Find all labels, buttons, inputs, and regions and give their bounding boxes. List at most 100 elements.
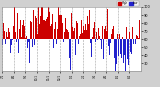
Bar: [129, 32, 130, 39]
Bar: [5, 39, 6, 44]
Bar: [78, 39, 79, 44]
Bar: [74, 28, 75, 39]
Bar: [79, 36, 80, 39]
Bar: [91, 39, 92, 57]
Bar: [10, 37, 11, 39]
Bar: [102, 26, 103, 39]
Bar: [70, 39, 71, 70]
Bar: [116, 39, 117, 64]
Bar: [45, 21, 46, 39]
Bar: [107, 9, 108, 39]
Bar: [22, 25, 23, 39]
Bar: [103, 39, 104, 59]
Bar: [47, 17, 48, 39]
Bar: [82, 33, 83, 39]
Bar: [29, 39, 30, 63]
Bar: [67, 30, 68, 39]
Bar: [44, 29, 45, 39]
Bar: [39, 24, 40, 39]
Bar: [87, 16, 88, 39]
Bar: [7, 35, 8, 39]
Bar: [120, 39, 121, 54]
Bar: [110, 39, 111, 43]
Bar: [89, 10, 90, 39]
Bar: [48, 7, 49, 39]
Bar: [12, 39, 13, 40]
Bar: [33, 11, 34, 39]
Bar: [119, 34, 120, 39]
Bar: [122, 37, 123, 39]
Bar: [114, 39, 115, 58]
Bar: [21, 37, 22, 39]
Bar: [13, 39, 14, 47]
Bar: [60, 15, 61, 39]
Bar: [112, 29, 113, 39]
Bar: [15, 32, 16, 39]
Bar: [25, 38, 26, 39]
Bar: [64, 32, 65, 39]
Bar: [51, 24, 52, 39]
Bar: [72, 39, 73, 43]
Bar: [26, 35, 27, 39]
Bar: [88, 24, 89, 39]
Bar: [128, 22, 129, 39]
Bar: [8, 28, 9, 39]
Bar: [18, 39, 19, 53]
Bar: [75, 39, 76, 55]
Bar: [113, 26, 114, 39]
Bar: [6, 32, 7, 39]
Bar: [132, 27, 133, 39]
Bar: [137, 36, 138, 39]
Bar: [111, 39, 112, 69]
Bar: [99, 36, 100, 39]
Bar: [73, 31, 74, 39]
Bar: [124, 39, 125, 55]
Bar: [98, 28, 99, 39]
Bar: [96, 32, 97, 39]
Bar: [17, 13, 18, 39]
Bar: [46, 19, 47, 39]
Bar: [63, 33, 64, 39]
Bar: [4, 31, 5, 39]
Bar: [54, 29, 55, 39]
Bar: [42, 7, 43, 39]
Bar: [76, 21, 77, 39]
Bar: [3, 23, 4, 39]
Legend: High, Low: High, Low: [117, 1, 139, 6]
Bar: [55, 22, 56, 39]
Bar: [28, 39, 29, 42]
Bar: [41, 7, 42, 39]
Bar: [90, 39, 91, 43]
Bar: [80, 34, 81, 39]
Bar: [2, 39, 3, 45]
Bar: [35, 33, 36, 39]
Bar: [130, 39, 131, 52]
Bar: [52, 13, 53, 39]
Bar: [16, 39, 17, 69]
Bar: [77, 23, 78, 39]
Bar: [34, 39, 35, 45]
Bar: [57, 29, 58, 39]
Bar: [68, 32, 69, 39]
Bar: [65, 18, 66, 39]
Bar: [131, 39, 132, 54]
Bar: [43, 20, 44, 39]
Bar: [133, 39, 134, 44]
Bar: [36, 18, 37, 39]
Bar: [97, 39, 98, 40]
Bar: [19, 29, 20, 39]
Bar: [138, 38, 139, 39]
Bar: [23, 20, 24, 39]
Bar: [31, 22, 32, 39]
Bar: [81, 20, 82, 39]
Bar: [123, 39, 124, 63]
Bar: [100, 39, 101, 46]
Bar: [84, 30, 85, 39]
Bar: [115, 39, 116, 71]
Bar: [85, 24, 86, 39]
Bar: [40, 16, 41, 39]
Bar: [61, 15, 62, 39]
Bar: [62, 23, 63, 39]
Bar: [27, 39, 28, 48]
Bar: [94, 22, 95, 39]
